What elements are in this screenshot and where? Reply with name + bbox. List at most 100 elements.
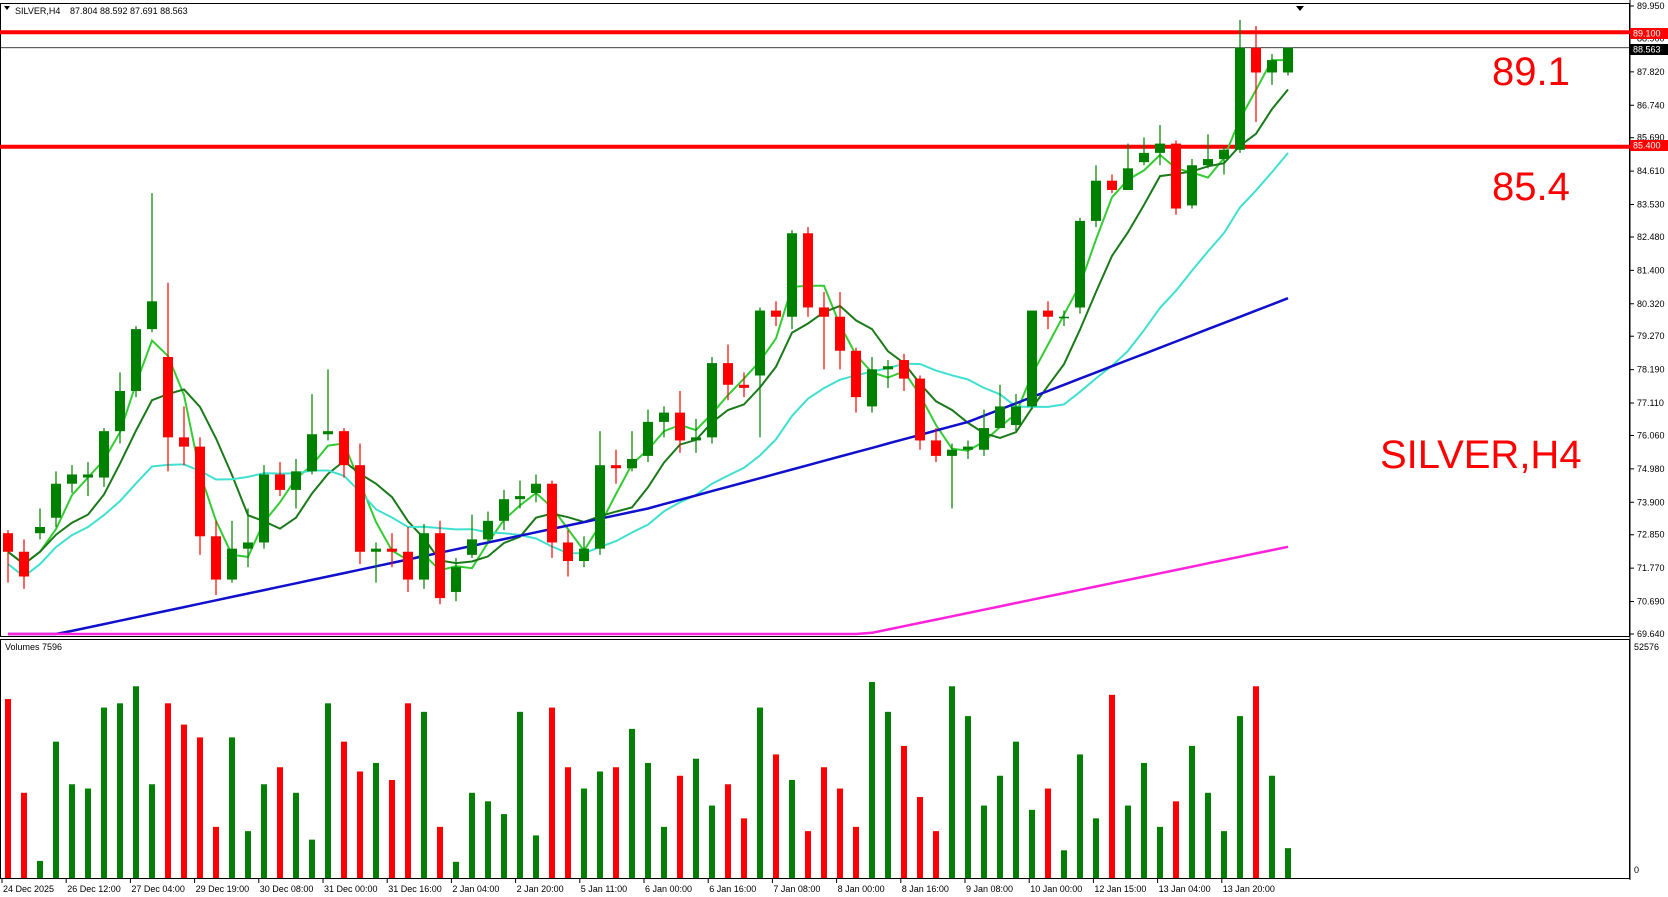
candle[interactable] [179, 406, 189, 466]
candle[interactable] [963, 440, 973, 459]
candle[interactable] [275, 462, 285, 497]
volume-bar [773, 754, 779, 878]
horizontal-levels[interactable] [0, 30, 1630, 149]
candle[interactable] [931, 428, 941, 463]
candle[interactable] [227, 520, 237, 583]
candle[interactable] [67, 465, 77, 494]
time-axis-label: 5 Jan 11:00 [581, 884, 627, 894]
candle[interactable] [1123, 143, 1133, 190]
candle[interactable] [659, 406, 669, 438]
candle[interactable] [835, 292, 845, 370]
time-axis-label: 13 Jan 20:00 [1223, 884, 1275, 894]
candle[interactable] [595, 431, 605, 555]
candle[interactable] [1011, 394, 1021, 432]
candle[interactable] [371, 542, 381, 583]
candle-body [627, 458, 637, 469]
candle[interactable] [1155, 125, 1165, 166]
candle[interactable] [995, 384, 1005, 429]
price-axis-label: 85.690 [1637, 133, 1665, 143]
candle[interactable] [1251, 26, 1261, 122]
candle-body [403, 551, 413, 580]
candle[interactable] [1219, 146, 1229, 175]
candle[interactable] [307, 394, 317, 475]
volume-bar [725, 784, 731, 878]
candle[interactable] [867, 356, 877, 413]
volume-bar [357, 771, 363, 878]
candle[interactable] [979, 409, 989, 456]
candle[interactable] [1171, 140, 1181, 215]
candle[interactable] [723, 344, 733, 401]
time-axis-label: 9 Jan 08:00 [966, 884, 1013, 894]
candle[interactable] [1075, 217, 1085, 314]
candle[interactable] [195, 437, 205, 555]
volume-bar [469, 792, 475, 878]
candle[interactable] [467, 514, 477, 558]
candle[interactable] [579, 536, 589, 568]
candle[interactable] [131, 326, 141, 398]
volume-bar [1189, 745, 1195, 878]
candle[interactable] [451, 557, 461, 602]
candle[interactable] [435, 520, 445, 605]
candle[interactable] [611, 449, 621, 484]
volume-bar [405, 703, 411, 878]
candles[interactable] [3, 19, 1293, 605]
candle[interactable] [707, 356, 717, 444]
candle[interactable] [99, 428, 109, 487]
candle[interactable] [771, 301, 781, 327]
candle[interactable] [1187, 159, 1197, 209]
candle[interactable] [755, 307, 765, 438]
candle[interactable] [387, 533, 397, 568]
candle[interactable] [483, 511, 493, 543]
candle[interactable] [419, 523, 429, 589]
candle[interactable] [851, 347, 861, 413]
candle[interactable] [19, 539, 29, 589]
candle[interactable] [83, 462, 93, 497]
candle-body [1123, 168, 1133, 190]
candle[interactable] [627, 431, 637, 472]
candle[interactable] [1283, 47, 1293, 76]
candle[interactable] [3, 530, 13, 583]
candle[interactable] [515, 480, 525, 509]
candle[interactable] [787, 230, 797, 330]
candle[interactable] [243, 508, 253, 568]
candle[interactable] [915, 375, 925, 450]
candle[interactable] [803, 227, 813, 317]
candle[interactable] [35, 508, 45, 540]
candle[interactable] [115, 372, 125, 444]
candle[interactable] [403, 527, 413, 592]
shift-marker-icon[interactable] [1296, 6, 1304, 11]
candle[interactable] [1107, 174, 1117, 194]
candle[interactable] [1091, 165, 1101, 228]
candle[interactable] [339, 428, 349, 478]
candle[interactable] [739, 372, 749, 398]
candle[interactable] [1139, 137, 1149, 166]
candle[interactable] [883, 360, 893, 388]
candle[interactable] [643, 409, 653, 463]
candle[interactable] [259, 465, 269, 549]
candle[interactable] [499, 489, 509, 531]
candle[interactable] [947, 443, 957, 509]
candle[interactable] [211, 520, 221, 596]
candle[interactable] [51, 471, 61, 528]
candle[interactable] [163, 282, 173, 472]
candle[interactable] [819, 292, 829, 370]
candle[interactable] [675, 390, 685, 453]
candle[interactable] [355, 443, 365, 565]
candle[interactable] [1059, 310, 1069, 327]
candle[interactable] [1027, 310, 1037, 410]
candle[interactable] [323, 369, 333, 441]
candle[interactable] [1267, 53, 1277, 85]
candle[interactable] [547, 480, 557, 558]
candle[interactable] [691, 418, 701, 453]
candle[interactable] [531, 474, 541, 503]
resistance-price-tag-text: 89.100 [1633, 29, 1661, 39]
candle[interactable] [291, 458, 301, 509]
candle[interactable] [1235, 19, 1245, 153]
candle[interactable] [899, 353, 909, 391]
candle[interactable] [563, 530, 573, 577]
chart-menu-arrow-icon[interactable] [4, 6, 10, 10]
candle[interactable] [1203, 134, 1213, 169]
candle[interactable] [1043, 301, 1053, 330]
candle[interactable] [147, 193, 157, 333]
